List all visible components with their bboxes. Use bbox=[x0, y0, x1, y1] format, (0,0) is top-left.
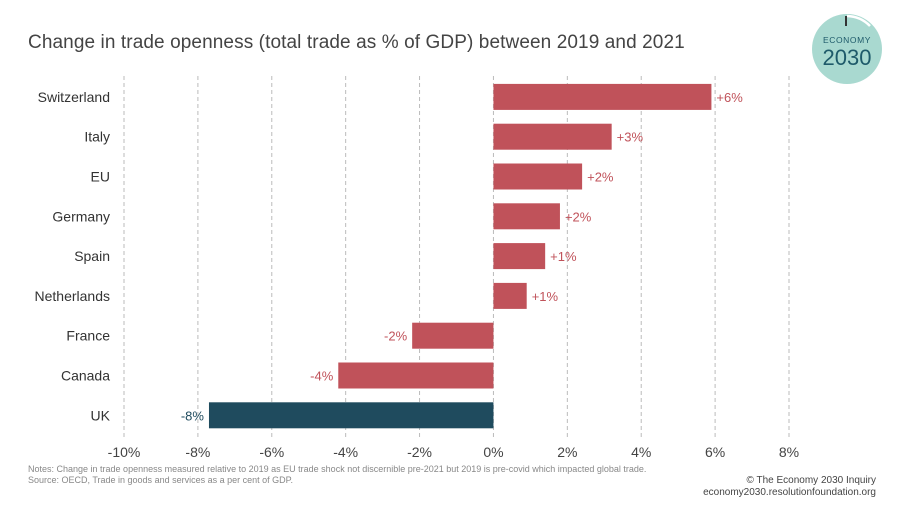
logo-text-2030: 2030 bbox=[822, 45, 872, 70]
category-label: Italy bbox=[84, 129, 110, 145]
chart-notes: Notes: Change in trade openness measured… bbox=[28, 464, 646, 485]
value-label: -2% bbox=[384, 329, 408, 344]
category-label: Spain bbox=[74, 248, 110, 264]
x-tick-label: 8% bbox=[779, 444, 799, 460]
logo-text-economy: ECONOMY bbox=[822, 35, 872, 45]
bar-france bbox=[412, 322, 494, 349]
category-label: Germany bbox=[52, 208, 110, 224]
x-tick-label: 0% bbox=[483, 444, 503, 460]
logo-tick-mark bbox=[845, 16, 847, 26]
notes-line: Notes: Change in trade openness measured… bbox=[28, 464, 647, 474]
bar-germany bbox=[493, 203, 560, 230]
bar-italy bbox=[493, 123, 612, 150]
logo-ring-icon bbox=[846, 14, 871, 27]
bars bbox=[208, 83, 712, 429]
bar-eu bbox=[493, 163, 583, 190]
bar-switzerland bbox=[493, 83, 712, 110]
value-label: -4% bbox=[310, 369, 334, 384]
value-label: +2% bbox=[565, 209, 592, 224]
value-label: +1% bbox=[532, 289, 559, 304]
x-tick-label: -8% bbox=[185, 444, 210, 460]
bar-netherlands bbox=[493, 282, 527, 309]
bar-uk bbox=[208, 402, 494, 429]
category-label: Netherlands bbox=[35, 288, 111, 304]
category-label: Canada bbox=[61, 368, 110, 384]
category-label: EU bbox=[91, 169, 110, 185]
value-label: -8% bbox=[181, 408, 205, 423]
credit: © The Economy 2030 Inquiry economy2030.r… bbox=[703, 475, 876, 499]
source-line: Source: OECD, Trade in goods and service… bbox=[28, 474, 293, 485]
x-tick-label: -2% bbox=[407, 444, 432, 460]
x-tick-label: -4% bbox=[333, 444, 358, 460]
x-tick-label: -6% bbox=[259, 444, 284, 460]
x-tick-label: -10% bbox=[108, 444, 141, 460]
bar-canada bbox=[338, 362, 494, 389]
bar-spain bbox=[493, 243, 546, 270]
value-label: +1% bbox=[550, 249, 577, 264]
economy-2030-logo: ECONOMY 2030 bbox=[812, 14, 882, 84]
x-tick-label: 4% bbox=[631, 444, 651, 460]
x-tick-label: 6% bbox=[705, 444, 725, 460]
value-labels: +6% +3% +2% +2% +1% +1% -2% -4% -8% bbox=[181, 90, 743, 423]
value-label: +2% bbox=[587, 170, 614, 185]
value-label: +6% bbox=[716, 90, 743, 105]
category-label: France bbox=[66, 328, 110, 344]
x-tick-label: 2% bbox=[557, 444, 577, 460]
chart-title: Change in trade openness (total trade as… bbox=[28, 32, 685, 53]
value-label: +3% bbox=[617, 130, 644, 145]
category-label: Switzerland bbox=[38, 89, 110, 105]
credit-url: economy2030.resolutionfoundation.org bbox=[703, 487, 876, 498]
x-axis-tick-labels: -10% -8% -6% -4% -2% 0% 2% 4% 6% 8% bbox=[108, 444, 799, 460]
category-labels: Switzerland Italy EU Germany Spain Netherland… bbox=[35, 89, 111, 423]
category-label: UK bbox=[91, 407, 111, 423]
credit-inquiry: © The Economy 2030 Inquiry bbox=[746, 475, 876, 486]
